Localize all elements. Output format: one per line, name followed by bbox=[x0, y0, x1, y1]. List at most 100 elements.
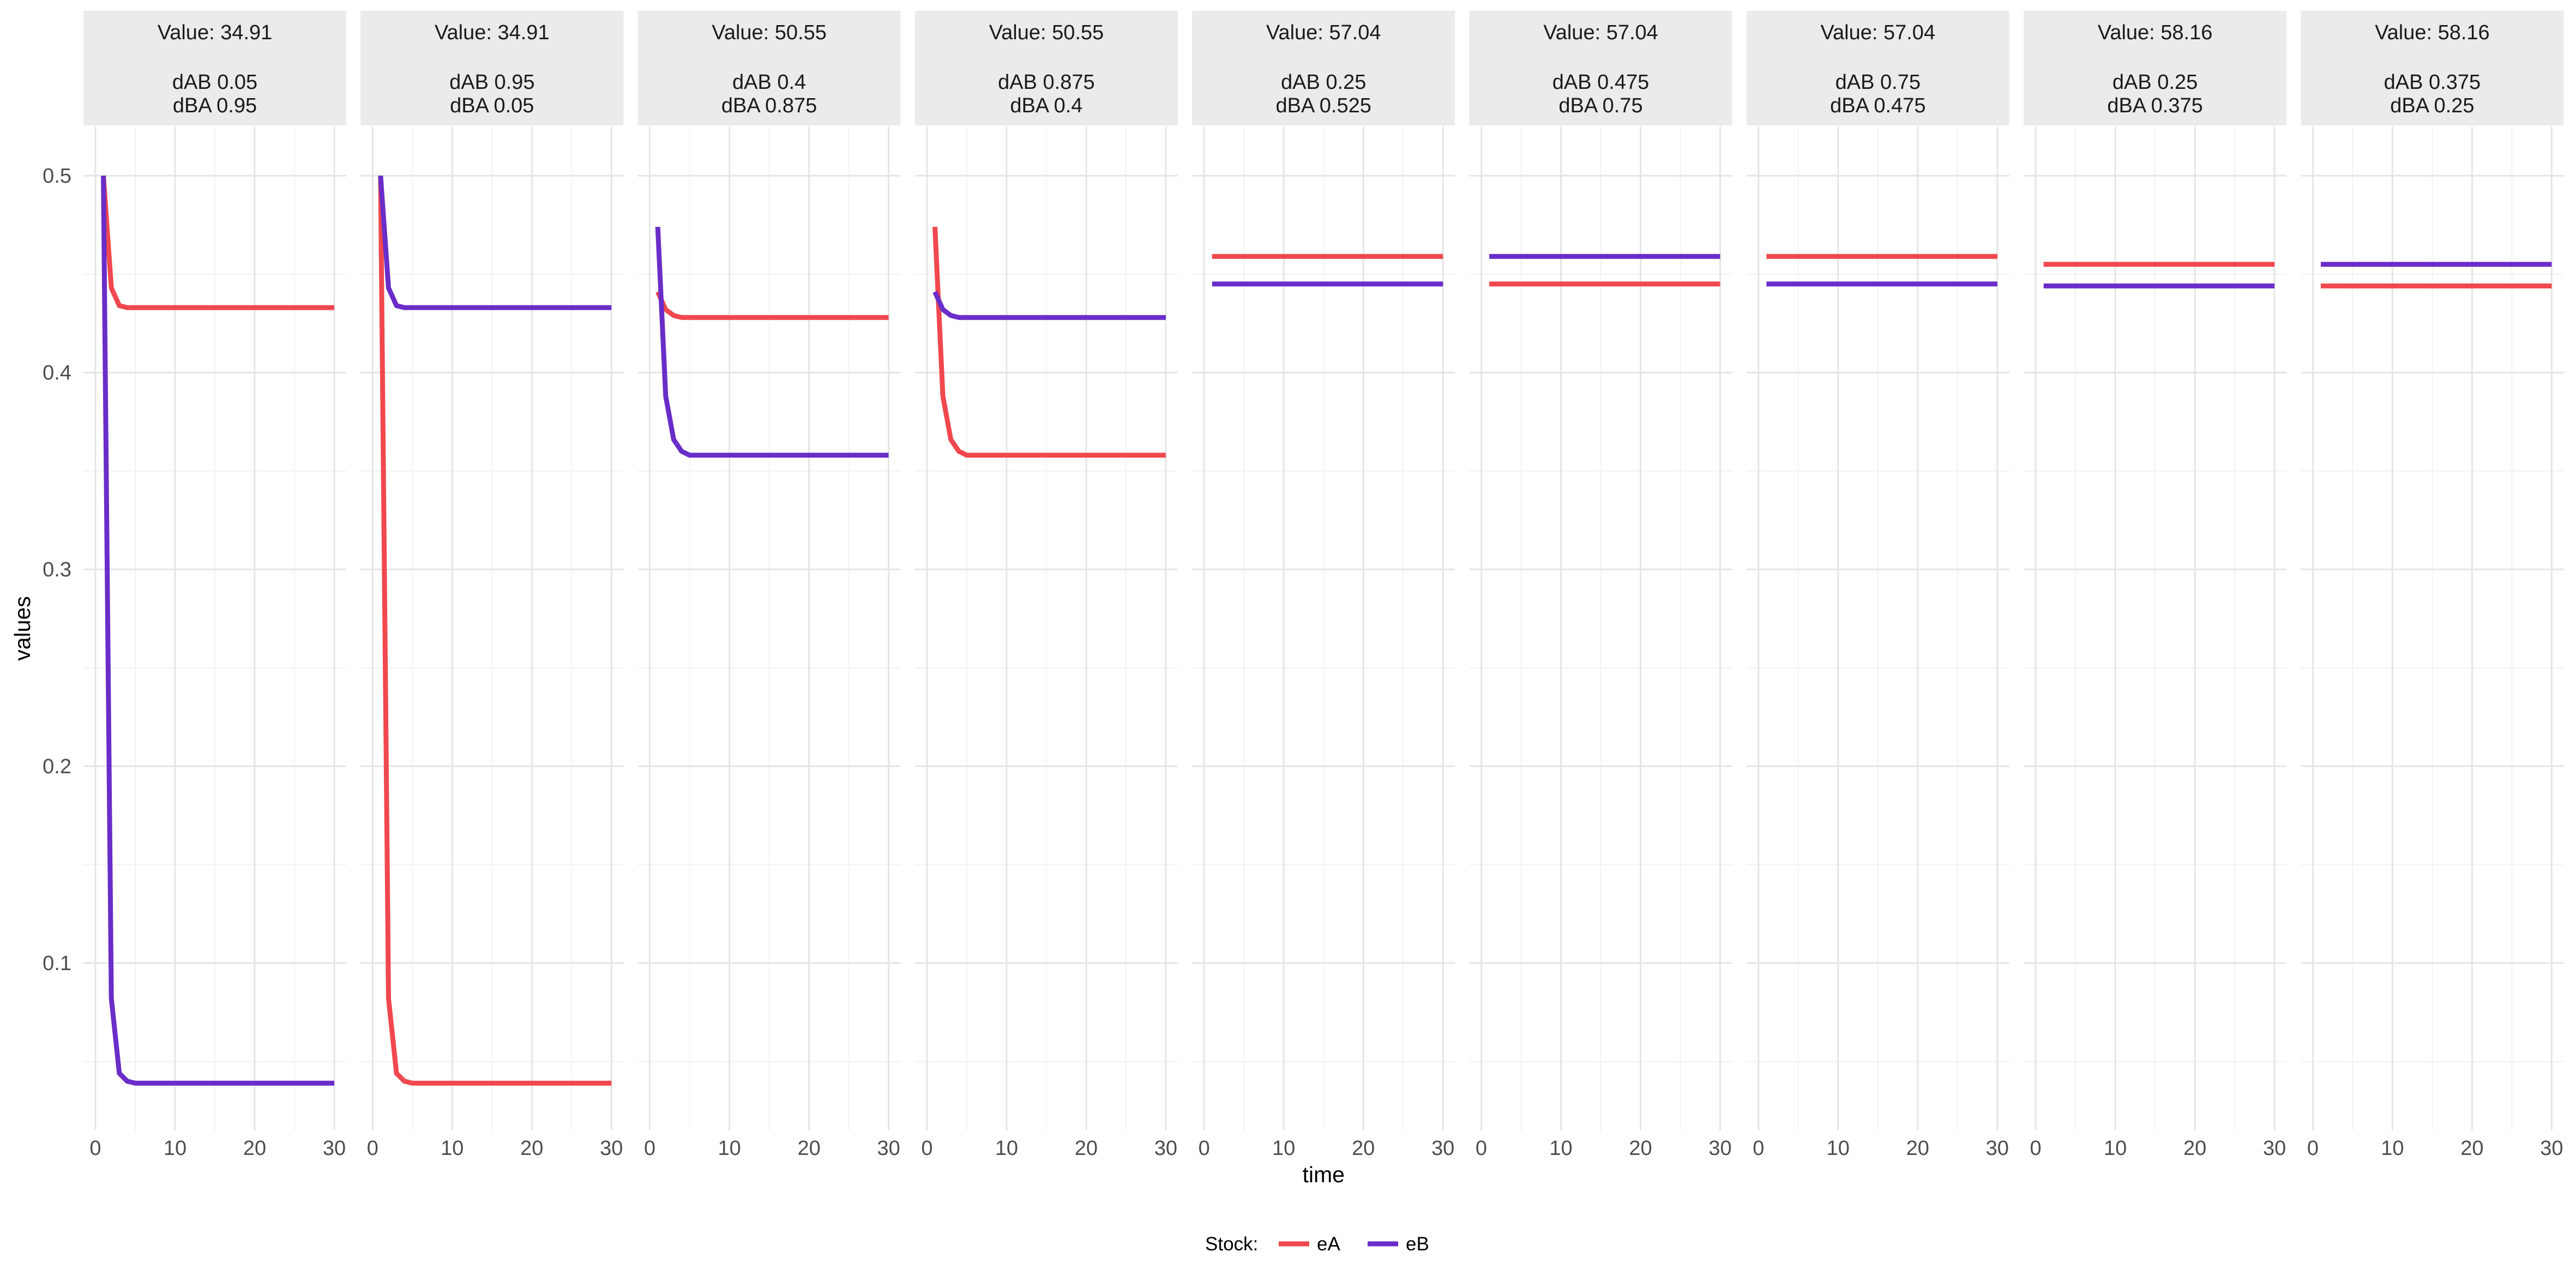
strip-label: Value: 58.16 bbox=[2098, 21, 2213, 44]
strip-label: dAB 0.875 bbox=[998, 71, 1094, 94]
strip-label: dAB 0.95 bbox=[449, 71, 534, 94]
series-line-eB bbox=[932, 291, 1166, 320]
strip-background bbox=[83, 11, 346, 125]
series-line-eA bbox=[655, 291, 889, 320]
x-tick-label: 30 bbox=[1986, 1137, 2009, 1160]
legend-label: eB bbox=[1406, 1233, 1429, 1255]
series-line-eB bbox=[378, 175, 612, 310]
x-tick-label: 20 bbox=[243, 1137, 266, 1160]
x-tick-label: 10 bbox=[2381, 1137, 2404, 1160]
x-tick-label: 20 bbox=[2183, 1137, 2206, 1160]
strip-label: Value: 34.91 bbox=[158, 21, 273, 44]
x-tick-label: 20 bbox=[1629, 1137, 1652, 1160]
x-tick-label: 30 bbox=[2540, 1137, 2563, 1160]
facet-panel: Value: 34.91 dAB 0.05 dBA 0.95 0 10 20 30 bbox=[83, 11, 346, 1160]
x-tick-label: 30 bbox=[1154, 1137, 1177, 1160]
strip-label: dBA 0.75 bbox=[1558, 94, 1642, 117]
strip-label: Value: 58.16 bbox=[2375, 21, 2490, 44]
x-tick-label: 20 bbox=[2460, 1137, 2483, 1160]
x-tick-label: 30 bbox=[600, 1137, 623, 1160]
y-tick-label: 0.5 bbox=[43, 165, 71, 188]
strip-label: dAB 0.75 bbox=[1835, 71, 1921, 94]
legend-label: eA bbox=[1317, 1233, 1340, 1255]
series-line-eA bbox=[378, 176, 612, 1086]
x-tick-label: 30 bbox=[323, 1137, 346, 1160]
x-tick-label: 0 bbox=[367, 1137, 378, 1160]
legend-title: Stock: bbox=[1205, 1233, 1258, 1255]
x-tick-label: 0 bbox=[1476, 1137, 1487, 1160]
series-line-eA bbox=[932, 226, 1166, 458]
series-line-eB bbox=[101, 176, 334, 1086]
x-tick-label: 10 bbox=[995, 1137, 1018, 1160]
y-tick-label: 0.2 bbox=[43, 755, 71, 778]
strip-label: dBA 0.4 bbox=[1010, 94, 1082, 117]
strip-label: dBA 0.95 bbox=[173, 94, 257, 117]
x-tick-label: 0 bbox=[1753, 1137, 1764, 1160]
strip-label: dAB 0.05 bbox=[172, 71, 257, 94]
x-tick-label: 10 bbox=[164, 1137, 186, 1160]
facet-panel: Value: 50.55 dAB 0.875 dBA 0.4 0 10 20 30 bbox=[914, 11, 1178, 1160]
strip-label: dAB 0.375 bbox=[2384, 71, 2481, 94]
y-axis-title: values bbox=[10, 596, 35, 661]
strip-label: dAB 0.475 bbox=[1552, 71, 1649, 94]
strip-label: Value: 50.55 bbox=[989, 21, 1104, 44]
strip-label: Value: 57.04 bbox=[1266, 21, 1381, 44]
strip-label: dAB 0.25 bbox=[1281, 71, 1366, 94]
strip-label: dAB 0.4 bbox=[732, 71, 806, 94]
facet-panel: Value: 34.91 dAB 0.95 dBA 0.05 0 10 20 30 bbox=[360, 11, 624, 1160]
x-tick-label: 10 bbox=[1549, 1137, 1572, 1160]
x-axis-title: time bbox=[1302, 1162, 1344, 1187]
x-tick-label: 10 bbox=[1827, 1137, 1850, 1160]
strip-label: Value: 34.91 bbox=[435, 21, 550, 44]
x-tick-label: 10 bbox=[441, 1137, 464, 1160]
x-tick-label: 0 bbox=[2307, 1137, 2319, 1160]
x-tick-label: 20 bbox=[1906, 1137, 1929, 1160]
x-tick-label: 0 bbox=[644, 1137, 655, 1160]
facet-panel: Value: 58.16 dAB 0.375 dBA 0.25 0 10 20 30 bbox=[2301, 11, 2564, 1160]
x-tick-label: 0 bbox=[2030, 1137, 2042, 1160]
strip-label: dBA 0.05 bbox=[450, 94, 534, 117]
y-tick-label: 0.3 bbox=[43, 558, 71, 581]
y-tick-label: 0.4 bbox=[43, 362, 71, 384]
strip-label: dBA 0.875 bbox=[721, 94, 817, 117]
strip-label: dBA 0.475 bbox=[1830, 94, 1925, 117]
x-tick-label: 10 bbox=[1272, 1137, 1295, 1160]
strip-label: dAB 0.25 bbox=[2112, 71, 2198, 94]
x-tick-label: 20 bbox=[1075, 1137, 1098, 1160]
x-tick-label: 20 bbox=[520, 1137, 543, 1160]
x-tick-label: 10 bbox=[2104, 1137, 2127, 1160]
strip-background bbox=[1192, 11, 1455, 125]
strip-label: Value: 50.55 bbox=[712, 21, 827, 44]
series-line-eB bbox=[655, 226, 889, 458]
x-tick-label: 0 bbox=[1199, 1137, 1210, 1160]
strip-label: dBA 0.25 bbox=[2390, 94, 2474, 117]
strip-label: Value: 57.04 bbox=[1821, 21, 1936, 44]
series-line-eA bbox=[101, 175, 334, 310]
facet-panel: Value: 57.04 dAB 0.475 dBA 0.75 0 10 20 30 bbox=[1469, 11, 1732, 1160]
strip-background bbox=[914, 11, 1178, 125]
strip-label: dBA 0.525 bbox=[1276, 94, 1371, 117]
x-tick-label: 0 bbox=[89, 1137, 101, 1160]
x-tick-label: 30 bbox=[2263, 1137, 2286, 1160]
strip-background bbox=[637, 11, 901, 125]
x-tick-label: 10 bbox=[718, 1137, 741, 1160]
x-tick-label: 0 bbox=[921, 1137, 932, 1160]
strip-label: Value: 57.04 bbox=[1543, 21, 1658, 44]
strip-background bbox=[360, 11, 624, 125]
x-tick-label: 30 bbox=[1431, 1137, 1454, 1160]
strip-background bbox=[1746, 11, 2009, 125]
legend: Stock: eA eB bbox=[1205, 1233, 1429, 1255]
strip-background bbox=[2301, 11, 2564, 125]
x-tick-label: 30 bbox=[1708, 1137, 1731, 1160]
y-tick-label: 0.1 bbox=[43, 952, 71, 975]
strip-background bbox=[2024, 11, 2287, 125]
x-tick-label: 20 bbox=[1352, 1137, 1375, 1160]
strip-background bbox=[1469, 11, 1732, 125]
x-tick-label: 20 bbox=[797, 1137, 820, 1160]
x-tick-label: 30 bbox=[877, 1137, 900, 1160]
